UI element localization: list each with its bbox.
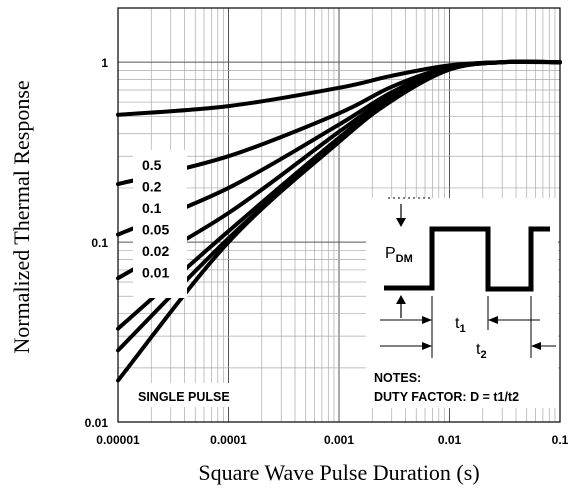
x-tick-label: 0.1 [552,433,569,447]
pulse-waveform [384,226,550,292]
single-pulse-label: SINGLE PULSE [138,390,230,404]
pdm-arrowhead-top [396,218,406,227]
pdm-label: PDM [385,245,413,265]
t1-label: t1 [455,315,466,335]
t2-label: t2 [476,341,487,361]
legend-label: 0.02 [142,243,169,259]
y-tick-label: 0.1 [91,236,108,250]
legend: 0.5 0.2 0.1 0.05 0.02 0.01 [142,157,169,281]
x-tick-label: 0.01 [438,433,462,447]
pdm-arrowhead-bottom [396,295,406,304]
y-axis-title: Normalized Thermal Response [9,80,34,353]
axis-ticks: 0.00001 0.0001 0.001 0.01 0.1 0.01 0.1 1 [85,56,569,447]
legend-label: 0.2 [142,179,162,195]
legend-label: 0.01 [142,265,169,281]
t1-arrowhead-left [422,316,432,324]
series-line-7 [116,59,562,383]
single-pulse-label-bg [130,383,242,407]
x-axis-title: Square Wave Pulse Duration (s) [198,460,479,485]
x-tick-label: 0.001 [324,433,354,447]
x-tick-label: 0.00001 [96,433,140,447]
y-tick-label: 0.01 [85,416,109,430]
t2-arrowhead-left [422,342,432,350]
notes-title: NOTES: [374,371,421,385]
y-tick-label: 1 [101,56,108,70]
x-tick-label: 0.0001 [210,433,247,447]
t2-arrowhead-right [531,342,541,350]
legend-label: 0.05 [142,222,169,238]
duty-cycle-inset: PDM t1 t2 NOTES: DUTY FACTOR: D = t1/t2 [366,197,558,408]
legend-box [133,150,187,298]
duty-factor-note: DUTY FACTOR: D = t1/t2 [374,390,519,404]
series-curves [116,59,562,383]
t1-arrowhead-right [488,316,498,324]
legend-label: 0.5 [142,157,162,173]
plot-frame [117,7,561,423]
legend-label: 0.1 [142,200,162,216]
